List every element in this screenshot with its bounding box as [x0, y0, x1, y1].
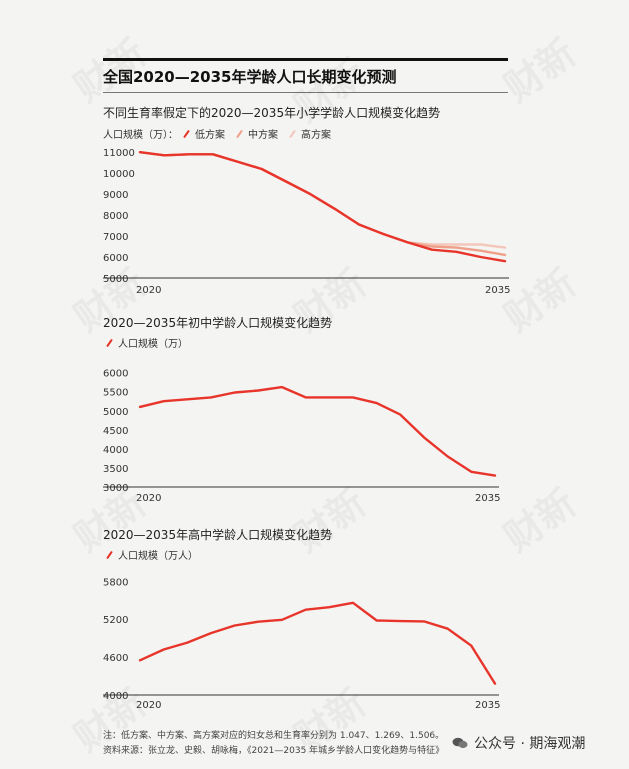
main-title: 全国2020—2035年学龄人口长期变化预测	[103, 68, 397, 86]
brand-watermark: 公众号 · 期海观潮	[452, 733, 585, 753]
y-tick-label: 10000	[103, 169, 135, 180]
y-tick-label: 8000	[103, 211, 128, 222]
footnote-source: 资料来源：张立龙、史毅、胡咏梅，《2021—2035 年城乡学龄人口变化趋势与特…	[103, 746, 445, 756]
y-tick-label: 5800	[103, 577, 128, 588]
chart1-title: 不同生育率假定下的2020—2035年小学学龄人口规模变化趋势	[103, 106, 441, 120]
title-rule	[103, 92, 508, 93]
y-tick-label: 4000	[103, 445, 128, 456]
legend-text-high: 高方案	[301, 130, 331, 141]
chart2-plot: 3000 3500 4000 4500 5000 5500 6000 2020 2035	[103, 369, 500, 504]
y-tick-label: 5000	[103, 274, 128, 285]
chart1-legend-label: 人口规模（万）：	[103, 130, 178, 141]
x-tick-label: 2020	[136, 700, 161, 711]
legend-item-high: 高方案	[286, 126, 331, 141]
series-line	[138, 151, 507, 257]
y-tick-label: 3500	[103, 464, 128, 475]
legend-swatch	[106, 338, 113, 347]
series-line	[138, 385, 497, 477]
x-tick-label: 2035	[475, 700, 500, 711]
legend-text: 人口规模（万）	[118, 339, 188, 350]
watermark: 财新	[491, 23, 585, 112]
legend-text-mid: 中方案	[248, 130, 278, 141]
legend-item-low: 低方案	[180, 126, 225, 141]
y-tick-label: 6000	[103, 369, 128, 380]
y-tick-label: 5500	[103, 388, 128, 399]
x-tick-label: 2020	[136, 285, 161, 296]
legend-swatch-high	[289, 129, 296, 138]
y-tick-label: 7000	[103, 232, 128, 243]
footnote-note: 注：低方案、中方案、高方案对应的妇女总和生育率分别为 1.047、1.269、1…	[103, 731, 445, 741]
legend-swatch	[106, 550, 113, 559]
series-line	[138, 151, 507, 249]
y-tick-label: 4500	[103, 426, 128, 437]
y-tick-label: 9000	[103, 190, 128, 201]
legend-swatch-low	[183, 129, 190, 138]
y-tick-label: 3000	[103, 483, 128, 494]
x-tick-label: 2020	[136, 493, 161, 504]
chart1-legend: 人口规模（万）： 低方案 中方案 高方案	[103, 126, 339, 141]
wechat-icon	[452, 737, 468, 749]
y-tick-label: 6000	[103, 253, 128, 264]
chart2-title: 2020—2035年初中学龄人口规模变化趋势	[103, 316, 333, 330]
legend-item-series: 人口规模（万人）	[103, 547, 198, 562]
chart2-legend: 人口规模（万）	[103, 335, 196, 350]
chart3-legend: 人口规模（万人）	[103, 547, 206, 562]
y-tick-label: 11000	[103, 148, 135, 159]
legend-item-series: 人口规模（万）	[103, 335, 188, 350]
y-tick-label: 5200	[103, 615, 128, 626]
legend-swatch-mid	[236, 129, 243, 138]
legend-text: 人口规模（万人）	[118, 551, 198, 562]
legend-item-mid: 中方案	[233, 126, 278, 141]
series-line	[138, 601, 497, 685]
brand-text: 公众号 · 期海观潮	[474, 736, 586, 752]
x-tick-label: 2035	[475, 493, 500, 504]
y-tick-label: 4000	[103, 691, 128, 702]
legend-text-low: 低方案	[195, 130, 225, 141]
chart1-plot: 5000 6000 7000 8000 9000 10000 11000 2020 2035	[103, 148, 510, 296]
chart3-plot: 4000 4600 5200 5800 2020 2035	[103, 577, 500, 711]
y-tick-label: 4600	[103, 653, 128, 664]
series-line	[138, 151, 507, 263]
top-rule	[103, 58, 508, 61]
chart3-title: 2020—2035年高中学龄人口规模变化趋势	[103, 528, 333, 542]
y-tick-label: 5000	[103, 407, 128, 418]
x-tick-label: 2035	[485, 285, 510, 296]
